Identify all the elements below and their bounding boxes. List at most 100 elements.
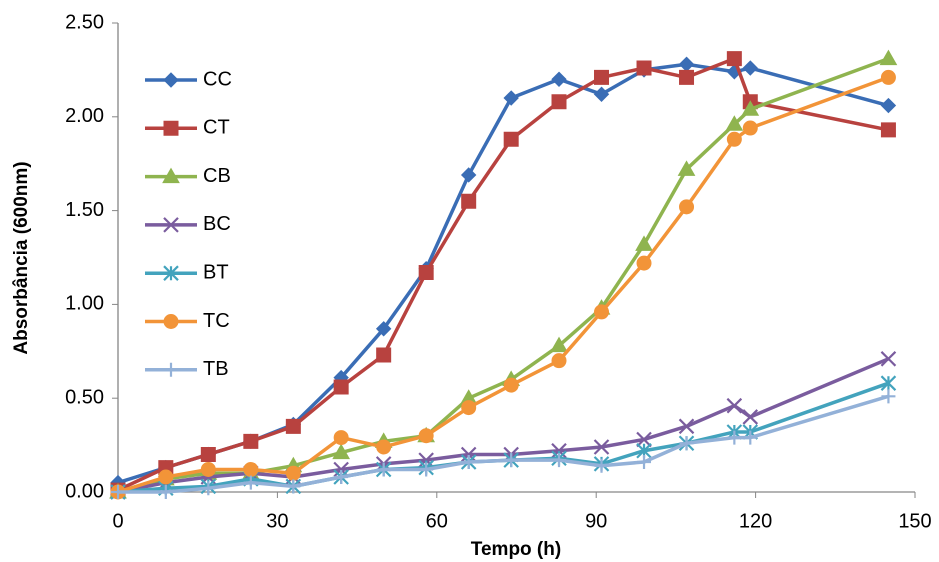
x-tick-label: 120 bbox=[739, 510, 772, 532]
y-tick-label: 1.00 bbox=[65, 293, 104, 315]
data-point bbox=[551, 71, 567, 87]
series-line bbox=[118, 394, 889, 494]
legend-marker bbox=[163, 72, 179, 88]
data-point bbox=[741, 100, 760, 116]
data-point bbox=[333, 461, 349, 478]
y-tick-label: 2.50 bbox=[65, 11, 104, 33]
legend-marker bbox=[163, 120, 179, 136]
series-line bbox=[117, 62, 889, 485]
data-point bbox=[742, 409, 759, 425]
y-tick-label: 0.50 bbox=[65, 386, 104, 408]
data-point bbox=[158, 469, 174, 485]
data-point bbox=[286, 479, 301, 494]
data-point bbox=[503, 131, 519, 147]
legend-label: BT bbox=[203, 261, 229, 283]
data-point bbox=[880, 69, 896, 85]
y-tick-label: 2.00 bbox=[65, 105, 104, 127]
data-point bbox=[460, 446, 477, 463]
data-point bbox=[677, 160, 696, 176]
x-tick-label: 60 bbox=[426, 510, 448, 532]
data-point bbox=[285, 418, 301, 434]
data-point bbox=[461, 400, 477, 416]
data-point bbox=[460, 167, 477, 183]
data-point bbox=[637, 454, 652, 469]
data-point bbox=[594, 458, 609, 473]
data-point bbox=[243, 475, 258, 490]
legend-marker bbox=[163, 314, 179, 329]
series-line bbox=[117, 57, 890, 494]
data-point bbox=[503, 90, 519, 106]
data-point bbox=[376, 347, 392, 363]
data-point bbox=[593, 439, 610, 455]
data-point bbox=[879, 49, 898, 66]
data-point bbox=[376, 439, 392, 455]
y-tick-label: 0.00 bbox=[65, 480, 104, 502]
x-axis-title: Tempo (h) bbox=[471, 539, 561, 560]
data-point bbox=[285, 465, 301, 481]
data-point bbox=[200, 461, 216, 477]
data-point bbox=[678, 56, 695, 72]
legend-label: CC bbox=[203, 68, 232, 90]
data-point bbox=[679, 69, 695, 85]
data-point bbox=[243, 433, 259, 449]
data-point bbox=[333, 430, 349, 446]
data-point bbox=[334, 469, 349, 484]
data-point bbox=[503, 377, 519, 393]
legend-label: BC bbox=[203, 213, 231, 235]
data-point bbox=[679, 436, 694, 451]
x-tick-label: 90 bbox=[585, 510, 607, 532]
data-point bbox=[679, 199, 695, 215]
data-point bbox=[880, 351, 897, 367]
data-point bbox=[636, 255, 652, 271]
legend-label: TB bbox=[203, 358, 229, 380]
legend-marker bbox=[164, 362, 178, 377]
data-point bbox=[594, 304, 610, 320]
data-point bbox=[880, 375, 897, 391]
data-point bbox=[593, 86, 610, 102]
data-point bbox=[636, 60, 652, 76]
data-point bbox=[636, 431, 652, 448]
data-point bbox=[461, 454, 476, 469]
data-point bbox=[552, 453, 567, 468]
data-point bbox=[418, 428, 434, 444]
data-point bbox=[332, 443, 351, 460]
data-point bbox=[551, 442, 567, 459]
data-point bbox=[376, 462, 391, 477]
data-point bbox=[504, 453, 519, 468]
data-point bbox=[419, 462, 434, 477]
data-point bbox=[418, 452, 434, 468]
data-point bbox=[333, 379, 349, 395]
data-point bbox=[725, 115, 744, 131]
data-point bbox=[635, 235, 653, 251]
data-point bbox=[726, 131, 742, 147]
legend-label: TC bbox=[203, 310, 230, 332]
data-point bbox=[594, 69, 610, 85]
data-point bbox=[243, 461, 259, 477]
data-point bbox=[200, 446, 216, 462]
data-point bbox=[726, 397, 743, 414]
legend-label: CT bbox=[203, 117, 230, 139]
data-point bbox=[742, 120, 758, 136]
data-point bbox=[880, 122, 896, 138]
data-point bbox=[678, 418, 695, 435]
data-point bbox=[111, 485, 125, 499]
data-point bbox=[418, 265, 434, 281]
x-tick-label: 150 bbox=[898, 510, 931, 532]
x-tick-label: 30 bbox=[266, 510, 288, 532]
data-point bbox=[743, 430, 758, 445]
x-tick-label: 0 bbox=[112, 510, 123, 532]
legend-marker bbox=[163, 265, 179, 281]
data-point bbox=[551, 353, 567, 369]
data-point bbox=[727, 430, 742, 445]
data-point bbox=[158, 485, 173, 499]
legend-marker bbox=[162, 167, 180, 184]
data-point bbox=[550, 336, 568, 353]
y-tick-label: 1.50 bbox=[65, 199, 104, 221]
data-point bbox=[742, 60, 758, 76]
data-point bbox=[461, 193, 477, 209]
legend-marker bbox=[163, 217, 179, 233]
legend-label: CB bbox=[203, 165, 231, 187]
data-point bbox=[726, 51, 742, 67]
y-axis-title: Absorbância (600nm) bbox=[11, 161, 32, 354]
